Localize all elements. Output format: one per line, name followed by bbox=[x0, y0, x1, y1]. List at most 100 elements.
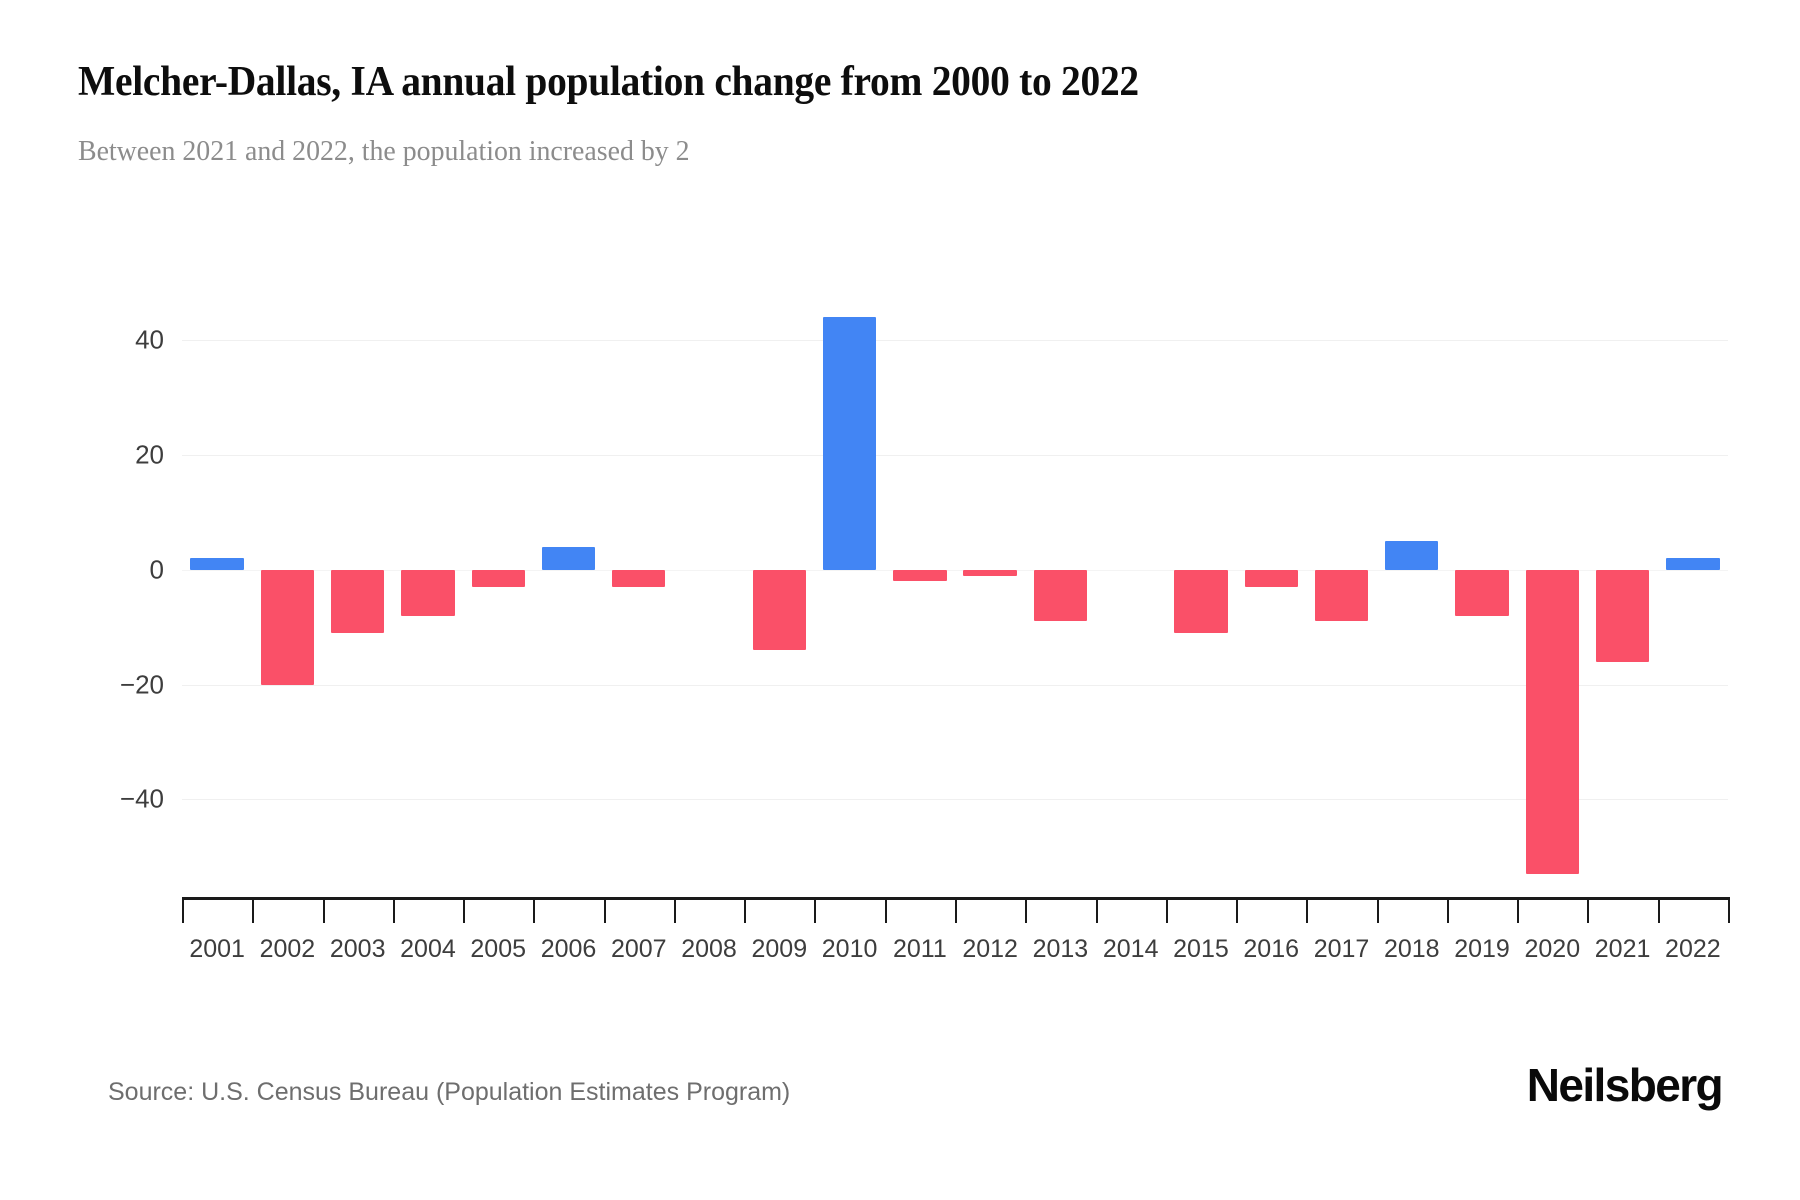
x-axis-tick bbox=[603, 897, 606, 923]
bar-2007[interactable] bbox=[612, 569, 666, 588]
x-axis-tick-label: 2012 bbox=[962, 935, 1018, 963]
bar-2001[interactable] bbox=[190, 558, 244, 570]
x-axis-tick-label: 2001 bbox=[189, 935, 245, 963]
x-axis-tick bbox=[1657, 897, 1660, 923]
bar-column[interactable] bbox=[1587, 300, 1657, 897]
x-axis-tick bbox=[392, 897, 395, 923]
gridline bbox=[182, 684, 1728, 686]
bar-series bbox=[182, 300, 1728, 897]
x-axis-tick bbox=[1587, 897, 1590, 923]
bar-2003[interactable] bbox=[330, 569, 385, 633]
bar-column[interactable] bbox=[1377, 300, 1447, 897]
x-axis-tick-label: 2009 bbox=[751, 935, 808, 963]
bar-2005[interactable] bbox=[471, 569, 525, 588]
x-axis-tick-label: 2014 bbox=[1102, 935, 1159, 963]
x-axis-tick bbox=[182, 897, 184, 923]
x-axis-tick-label: 2003 bbox=[329, 935, 386, 963]
bar-column[interactable] bbox=[955, 300, 1025, 897]
bar-column[interactable] bbox=[323, 300, 393, 897]
plot-area bbox=[182, 300, 1728, 897]
bar-2004[interactable] bbox=[401, 569, 455, 616]
x-axis-tick-label: 2022 bbox=[1665, 935, 1721, 963]
bar-column[interactable] bbox=[252, 300, 322, 897]
bar-column[interactable] bbox=[1236, 300, 1306, 897]
bar-2006[interactable] bbox=[541, 546, 596, 570]
y-axis-tick-label: 40 bbox=[135, 324, 164, 355]
bar-column[interactable] bbox=[393, 300, 463, 897]
bar-column[interactable] bbox=[533, 300, 603, 897]
x-axis-tick bbox=[1446, 897, 1449, 923]
x-axis-tick bbox=[955, 897, 957, 923]
bar-column[interactable] bbox=[674, 300, 744, 897]
bar-2021[interactable] bbox=[1595, 569, 1650, 662]
x-axis-tick-label: 2018 bbox=[1383, 935, 1440, 963]
bar-2011[interactable] bbox=[893, 569, 947, 582]
x-axis-tick-label: 2008 bbox=[681, 935, 737, 963]
bar-2019[interactable] bbox=[1455, 569, 1509, 616]
x-axis-tick bbox=[252, 897, 255, 923]
bar-column[interactable] bbox=[1517, 300, 1587, 897]
x-axis-tick bbox=[322, 897, 325, 923]
y-axis-tick-label: −20 bbox=[119, 669, 164, 700]
x-axis-tick-label: 2015 bbox=[1173, 935, 1229, 963]
x-axis-tick-label: 2020 bbox=[1524, 935, 1581, 963]
x-axis-tick bbox=[1306, 897, 1309, 923]
x-axis-tick bbox=[1728, 897, 1730, 923]
x-axis-tick-label: 2017 bbox=[1313, 935, 1370, 963]
bar-2002[interactable] bbox=[260, 569, 315, 685]
x-axis-tick-label: 2010 bbox=[821, 935, 878, 963]
y-axis-tick-label: −40 bbox=[119, 783, 164, 814]
x-axis-tick bbox=[533, 897, 536, 923]
bar-column[interactable] bbox=[1025, 300, 1095, 897]
x-axis-tick bbox=[744, 897, 747, 923]
x-axis-tick-label: 2004 bbox=[400, 935, 456, 963]
x-axis-tick bbox=[814, 897, 817, 923]
x-axis-tick-label: 2011 bbox=[892, 935, 947, 963]
bar-2015[interactable] bbox=[1174, 569, 1228, 633]
x-axis-tick-label: 2006 bbox=[540, 935, 597, 963]
bar-2017[interactable] bbox=[1314, 569, 1369, 622]
gridline bbox=[182, 340, 1728, 342]
x-axis-tick bbox=[1236, 897, 1239, 923]
bar-column[interactable] bbox=[1166, 300, 1236, 897]
page-title: Melcher-Dallas, IA annual population cha… bbox=[78, 59, 1139, 105]
x-axis-tick bbox=[1025, 897, 1028, 923]
chart-subtitle: Between 2021 and 2022, the population in… bbox=[78, 135, 690, 167]
x-axis-tick-label: 2021 bbox=[1594, 935, 1651, 963]
bar-2010[interactable] bbox=[822, 317, 877, 570]
bar-2012[interactable] bbox=[963, 569, 1017, 576]
bar-column[interactable] bbox=[1306, 300, 1376, 897]
x-axis-tick-label: 2007 bbox=[610, 935, 667, 963]
bar-column[interactable] bbox=[1658, 300, 1728, 897]
bar-column[interactable] bbox=[182, 300, 252, 897]
bar-column[interactable] bbox=[1447, 300, 1517, 897]
bar-2013[interactable] bbox=[1033, 569, 1088, 622]
x-axis-tick bbox=[1095, 897, 1098, 923]
x-axis-tick bbox=[1376, 897, 1379, 923]
gridline bbox=[182, 454, 1728, 456]
x-axis-tick-label: 2016 bbox=[1243, 935, 1300, 963]
bar-column[interactable] bbox=[463, 300, 533, 897]
x-axis-tick-label: 2002 bbox=[259, 935, 316, 963]
x-axis-tick bbox=[673, 897, 676, 923]
x-axis-tick bbox=[1165, 897, 1168, 923]
bar-2016[interactable] bbox=[1244, 569, 1298, 588]
bar-2020[interactable] bbox=[1525, 569, 1579, 875]
x-axis-tick-label: 2013 bbox=[1032, 935, 1089, 963]
x-axis-tick-label: 2019 bbox=[1454, 935, 1510, 963]
brand-logo: Neilsberg bbox=[1526, 1059, 1724, 1111]
y-axis-tick-label: 0 bbox=[149, 554, 164, 585]
bar-column[interactable] bbox=[1096, 300, 1166, 897]
bar-column[interactable] bbox=[885, 300, 955, 897]
bar-column[interactable] bbox=[814, 300, 884, 897]
bar-2009[interactable] bbox=[752, 569, 806, 651]
bar-column[interactable] bbox=[744, 300, 814, 897]
bar-2018[interactable] bbox=[1385, 541, 1439, 570]
bar-column[interactable] bbox=[604, 300, 674, 897]
x-axis-tick bbox=[884, 897, 887, 923]
x-axis-tick bbox=[463, 897, 466, 923]
gridline bbox=[182, 569, 1728, 571]
bar-2022[interactable] bbox=[1666, 558, 1720, 570]
y-axis-tick-label: 20 bbox=[135, 439, 164, 470]
